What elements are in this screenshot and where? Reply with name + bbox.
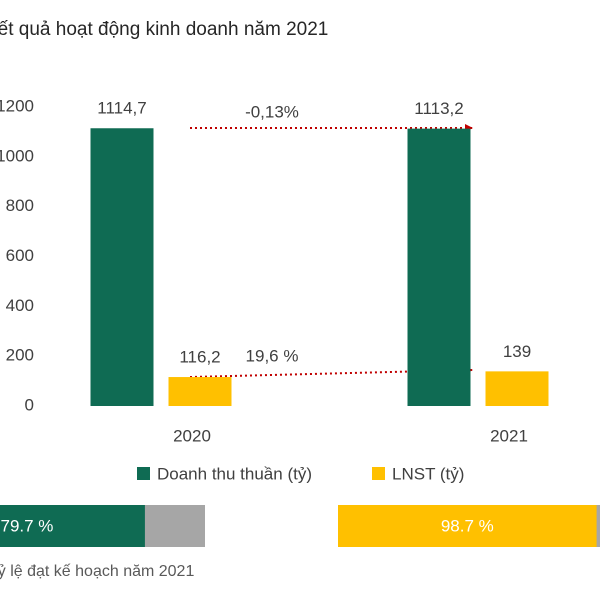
progress-caption: Tỷ lệ đạt kế hoạch năm 2021 bbox=[0, 563, 194, 580]
x-tick-label: 2021 bbox=[490, 426, 528, 445]
progress-label: 98.7 % bbox=[441, 516, 494, 535]
y-tick-label: 600 bbox=[6, 246, 34, 265]
x-tick-label: 2020 bbox=[173, 426, 211, 445]
bar bbox=[407, 128, 471, 406]
legend-swatch bbox=[137, 467, 150, 480]
annotation: 19,6 % bbox=[246, 346, 299, 365]
annotation: -0,13% bbox=[245, 102, 299, 121]
data-label: 1113,2 bbox=[414, 99, 463, 118]
data-label: 1114,7 bbox=[97, 99, 146, 118]
progress-bar bbox=[338, 505, 597, 547]
progress-bar bbox=[0, 505, 145, 547]
y-tick-label: 0 bbox=[25, 395, 34, 414]
bar bbox=[90, 128, 154, 407]
progress-label: 79.7 % bbox=[0, 516, 53, 535]
data-label: 139 bbox=[503, 342, 531, 361]
data-label: 116,2 bbox=[179, 348, 220, 367]
y-tick-label: 200 bbox=[6, 346, 34, 365]
y-tick-label: 1200 bbox=[0, 96, 34, 115]
bar bbox=[485, 371, 549, 406]
y-tick-label: 800 bbox=[6, 196, 34, 215]
chart-title: Kết quả hoạt động kinh doanh năm 2021 bbox=[0, 19, 328, 40]
y-tick-label: 1000 bbox=[0, 146, 34, 165]
y-tick-label: 400 bbox=[6, 296, 34, 315]
legend-label: Doanh thu thuần (tỷ) bbox=[157, 464, 312, 483]
bar bbox=[168, 377, 232, 406]
legend-swatch bbox=[372, 467, 385, 480]
legend-label: LNST (tỷ) bbox=[392, 464, 464, 483]
